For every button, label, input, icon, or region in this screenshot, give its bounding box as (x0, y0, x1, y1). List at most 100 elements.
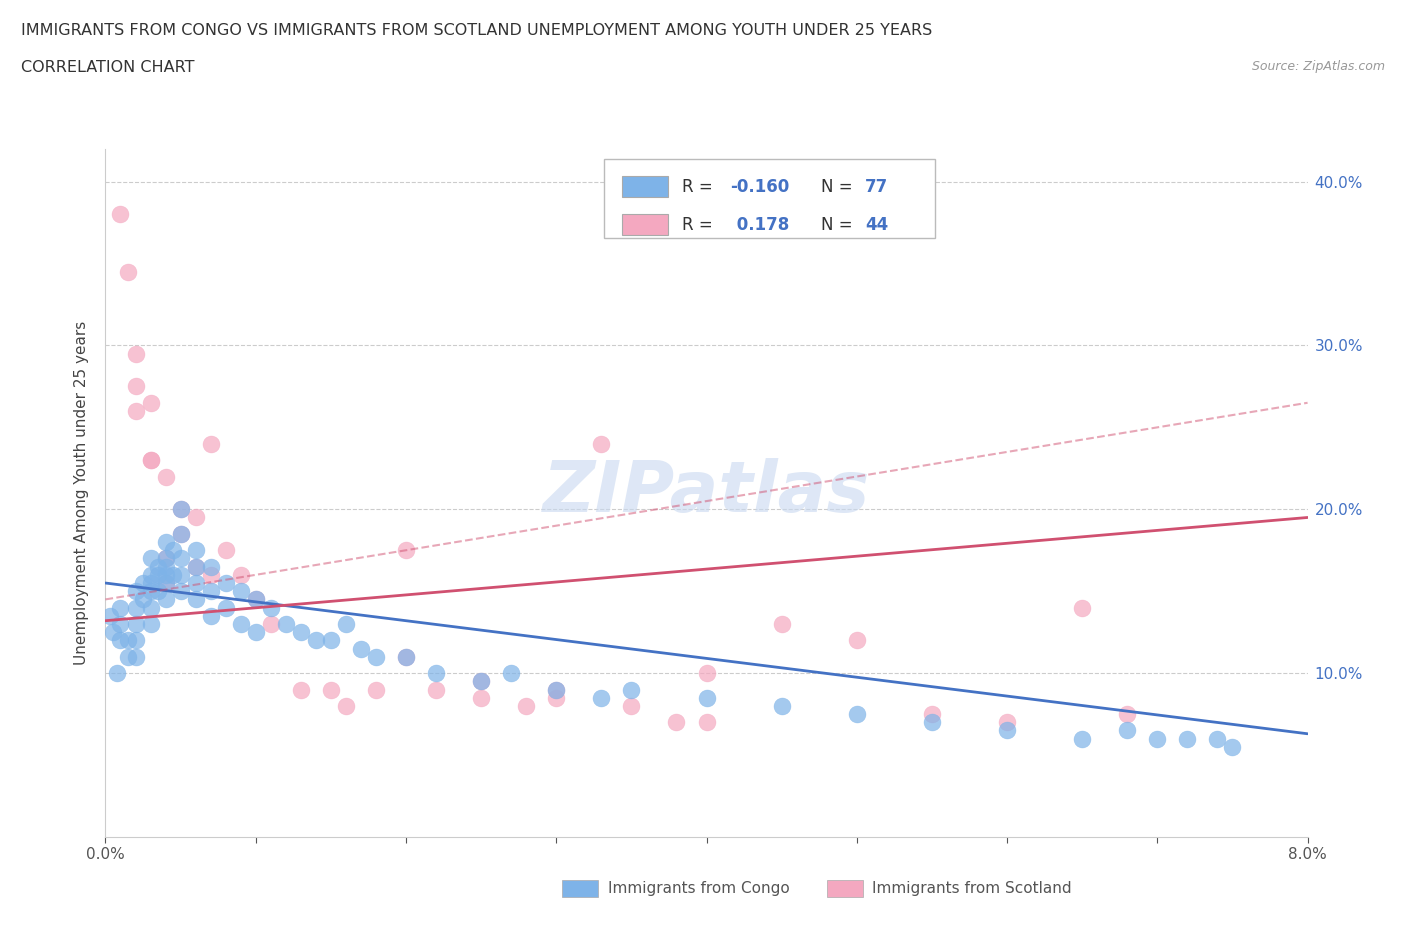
Point (1175, 731, 1198, 746)
Point (214, 576, 236, 591)
Text: ZIPatlas: ZIPatlas (543, 458, 870, 527)
Point (200, 584, 222, 599)
Point (139, 576, 162, 591)
Point (200, 559, 222, 574)
Point (169, 526, 191, 541)
Point (124, 379, 146, 393)
Point (107, 666, 129, 681)
Point (155, 559, 177, 574)
Point (155, 576, 177, 591)
Point (696, 666, 718, 681)
Point (139, 453, 162, 468)
Point (319, 682, 342, 697)
Point (395, 649, 418, 664)
Point (110, 206, 132, 221)
Point (124, 584, 146, 599)
Point (696, 690, 718, 705)
Point (200, 436, 222, 451)
Point (124, 633, 146, 648)
Point (214, 600, 236, 615)
Point (1222, 739, 1244, 754)
Point (921, 707, 943, 722)
Point (470, 674, 492, 689)
Point (162, 543, 184, 558)
Bar (623, 214, 668, 235)
Point (364, 649, 387, 664)
Point (169, 584, 191, 599)
Point (229, 617, 252, 631)
Point (620, 682, 643, 697)
Point (1071, 600, 1094, 615)
Point (1116, 707, 1139, 722)
Point (139, 600, 162, 615)
Point (162, 567, 184, 582)
Point (146, 584, 169, 599)
Point (200, 608, 222, 623)
Point (546, 690, 568, 705)
Point (260, 617, 283, 631)
Text: R =: R = (682, 216, 718, 233)
Point (139, 617, 162, 631)
Point (184, 559, 207, 574)
Point (146, 567, 169, 582)
Point (290, 682, 312, 697)
Point (229, 584, 252, 599)
Point (155, 567, 177, 582)
Point (124, 346, 146, 361)
Point (770, 617, 793, 631)
Bar (605, 159, 935, 238)
Point (117, 264, 139, 279)
Point (425, 682, 447, 697)
Bar (827, 881, 863, 897)
Point (139, 584, 162, 599)
Point (290, 625, 312, 640)
Text: CORRELATION CHART: CORRELATION CHART (21, 60, 194, 75)
Point (110, 600, 132, 615)
Point (260, 600, 283, 615)
Point (591, 436, 613, 451)
Text: 0.178: 0.178 (731, 216, 789, 233)
Point (319, 633, 342, 648)
Point (98, 608, 121, 623)
Point (155, 551, 177, 565)
Text: -0.160: -0.160 (731, 178, 790, 195)
Point (546, 682, 568, 697)
Text: Immigrants from Congo: Immigrants from Congo (607, 881, 790, 897)
Text: R =: R = (682, 178, 718, 195)
Point (155, 592, 177, 607)
Point (124, 617, 146, 631)
Text: 44: 44 (865, 216, 889, 233)
Y-axis label: Unemployment Among Youth under 25 years: Unemployment Among Youth under 25 years (75, 321, 90, 665)
Point (139, 551, 162, 565)
Point (1116, 723, 1139, 737)
Point (184, 559, 207, 574)
Point (335, 617, 357, 631)
Text: N =: N = (821, 178, 858, 195)
Point (591, 690, 613, 705)
Point (845, 633, 868, 648)
Point (515, 698, 537, 713)
Point (155, 576, 177, 591)
Point (770, 698, 793, 713)
Point (546, 682, 568, 697)
Point (214, 543, 236, 558)
Point (184, 543, 207, 558)
Point (1146, 731, 1168, 746)
Point (169, 502, 191, 517)
Point (184, 592, 207, 607)
Point (845, 707, 868, 722)
Point (132, 592, 155, 607)
Point (245, 592, 267, 607)
Point (169, 567, 191, 582)
Point (470, 690, 492, 705)
Point (110, 617, 132, 631)
Point (995, 715, 1018, 730)
Bar (623, 177, 668, 197)
Point (229, 567, 252, 582)
Point (139, 567, 162, 582)
Point (169, 551, 191, 565)
Point (395, 543, 418, 558)
Point (117, 633, 139, 648)
Point (139, 453, 162, 468)
Point (470, 674, 492, 689)
